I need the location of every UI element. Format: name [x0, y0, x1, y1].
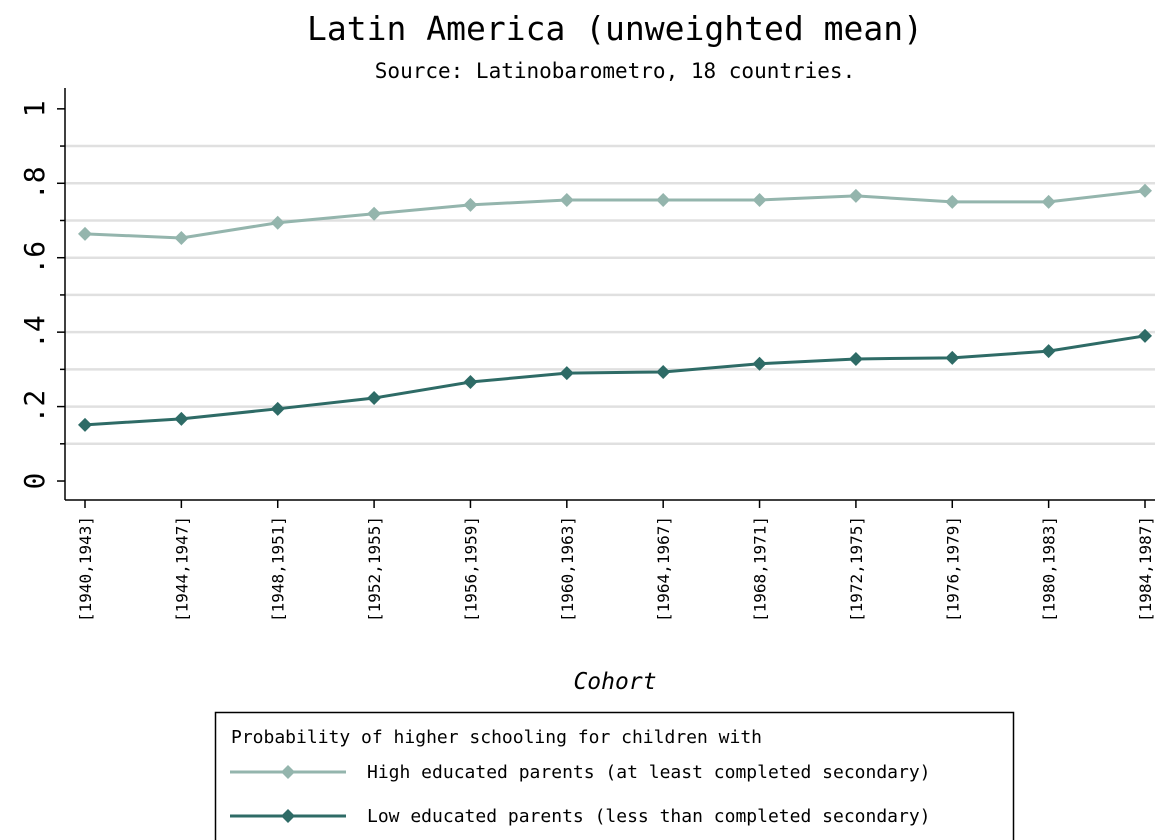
marker: [270, 215, 285, 230]
x-tick-label: [1948,1951]: [269, 516, 288, 622]
legend-box: [214, 711, 1015, 840]
legend-label: Low educated parents (less than complete…: [367, 806, 931, 827]
marker: [848, 351, 863, 366]
marker: [463, 375, 478, 390]
x-tick-label: [1944,1947]: [172, 516, 191, 622]
marker: [1041, 194, 1056, 209]
y-tick-label: .4: [18, 315, 51, 349]
marker: [174, 411, 189, 426]
marker: [559, 193, 574, 208]
marker: [945, 194, 960, 209]
marker: [1138, 183, 1152, 198]
x-tick-label: [1984,1987]: [1136, 516, 1155, 622]
marker: [78, 226, 92, 241]
x-tick-label: [1956,1959]: [461, 516, 480, 622]
marker: [174, 230, 189, 245]
legend-marker: [281, 809, 295, 823]
marker: [656, 193, 671, 208]
y-tick-label: .6: [18, 241, 51, 275]
y-tick-label: .8: [18, 166, 51, 200]
y-tick-label: 0: [18, 473, 51, 490]
legend-title: Probability of higher schooling for chil…: [231, 727, 762, 748]
marker: [848, 188, 863, 203]
x-tick-label: [1972,1975]: [847, 516, 866, 622]
legend-marker: [281, 765, 295, 779]
marker: [367, 391, 382, 406]
marker: [656, 364, 671, 379]
chart-subtitle: Source: Latinobarometro, 18 countries.: [375, 59, 855, 83]
x-axis-label: Cohort: [573, 669, 656, 695]
x-tick-label: [1940,1943]: [76, 516, 95, 622]
x-tick-label: [1964,1967]: [654, 516, 673, 622]
marker: [1138, 328, 1152, 343]
y-tick-label: .2: [18, 390, 51, 424]
x-tick-label: [1980,1983]: [1040, 516, 1059, 622]
marker: [945, 350, 960, 365]
marker: [270, 401, 285, 416]
marker: [463, 197, 478, 212]
y-tick-label: 1: [18, 100, 51, 117]
chart-title: Latin America (unweighted mean): [307, 9, 923, 48]
x-tick-label: [1960,1963]: [558, 516, 577, 622]
x-tick-label: [1952,1955]: [365, 516, 384, 622]
x-tick-label: [1976,1979]: [943, 516, 962, 622]
marker: [559, 366, 574, 381]
marker: [367, 206, 382, 221]
series-line: [84, 189, 1146, 240]
series-line: [84, 334, 1146, 427]
marker: [752, 193, 767, 208]
marker: [1041, 344, 1056, 359]
x-tick-label: [1968,1971]: [751, 516, 770, 622]
marker: [78, 417, 92, 432]
legend-label: High educated parents (at least complete…: [367, 762, 931, 783]
marker: [752, 356, 767, 371]
